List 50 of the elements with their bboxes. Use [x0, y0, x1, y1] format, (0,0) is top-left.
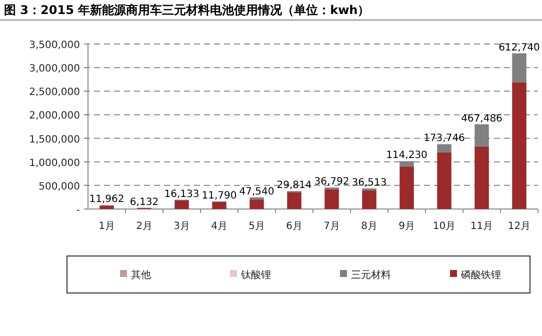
bar	[250, 200, 264, 209]
y-tick-label: 2,000,000	[29, 110, 80, 122]
x-tick-label: 9月	[398, 221, 415, 232]
y-tick-label: 1,500,000	[29, 134, 80, 146]
bar	[474, 146, 489, 209]
chart-title: 图 3：2015 年新能源商用车三元材料电池使用情况（单位：kwh）	[4, 3, 370, 17]
data-label: 36,513	[352, 177, 387, 188]
data-label: 612,740	[498, 42, 540, 54]
y-tick-label: 2,500,000	[29, 87, 80, 98]
legend-label: 其他	[131, 269, 151, 281]
bar	[100, 206, 114, 209]
data-label: 29,814	[276, 180, 312, 192]
x-tick-label: 8月	[361, 221, 378, 232]
bar	[512, 82, 526, 209]
x-tick-label: 5月	[248, 221, 265, 232]
y-tick-label: -	[76, 205, 80, 216]
data-label: 114,230	[386, 150, 428, 162]
y-tick-label: 1,000,000	[29, 158, 80, 169]
bar	[174, 200, 189, 209]
x-tick-label: 2月	[136, 221, 152, 232]
x-tick-label: 6月	[286, 221, 302, 232]
x-tick-label: 11月	[470, 221, 494, 232]
y-tick-label: 3,000,000	[29, 64, 80, 75]
data-label: 47,540	[239, 186, 274, 198]
data-label: 11,790	[202, 190, 237, 202]
x-tick-label: 1月	[98, 221, 115, 232]
bar	[324, 189, 339, 209]
y-tick-label: 500,000	[38, 181, 80, 192]
x-tick-label: 10月	[432, 221, 456, 232]
bar	[287, 192, 302, 209]
data-label: 36,792	[314, 176, 350, 188]
data-label: 16,133	[164, 188, 200, 200]
data-label: 11,962	[89, 194, 124, 206]
bar	[250, 197, 264, 200]
bar	[400, 166, 414, 209]
bar	[437, 152, 452, 209]
bar	[362, 190, 376, 209]
x-tick-label: 3月	[174, 221, 190, 232]
data-label: 173,746	[424, 133, 465, 144]
data-label: 6,132	[130, 196, 159, 208]
legend-label: 三元材料	[351, 269, 391, 281]
bar	[212, 202, 226, 209]
x-tick-label: 12月	[508, 221, 531, 232]
legend-label: 钛酸锂	[240, 269, 271, 281]
legend-label: 磷酸铁锂	[460, 269, 501, 281]
x-tick-label: 7月	[324, 221, 340, 232]
y-tick-label: 3,500,000	[29, 40, 80, 51]
data-label: 467,486	[461, 113, 502, 124]
x-tick-label: 4月	[211, 221, 228, 232]
bar	[437, 144, 452, 152]
